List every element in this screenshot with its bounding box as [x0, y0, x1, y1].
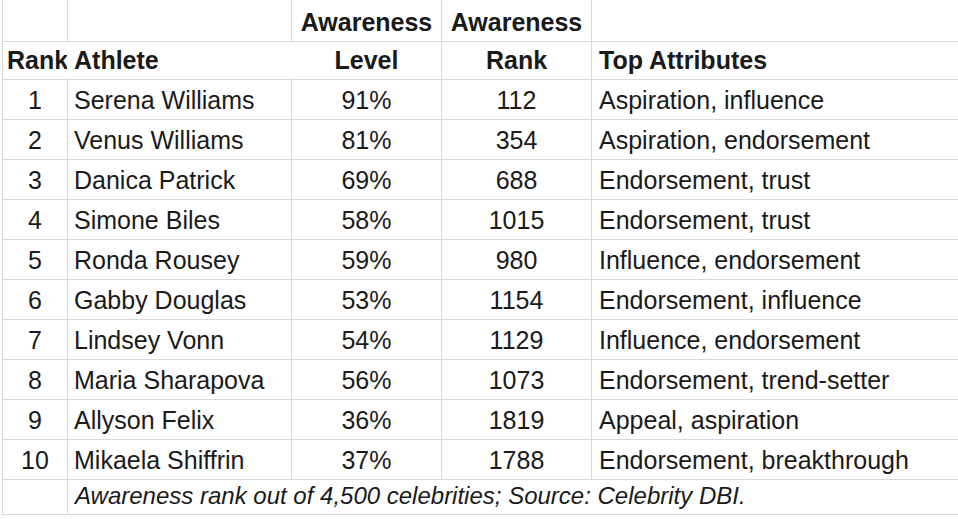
cell-awareness-rank[interactable]: 1073: [442, 360, 592, 400]
cell-top-attributes[interactable]: Aspiration, endorsement: [592, 120, 958, 160]
table-row: 9 Allyson Felix 36% 1819 Appeal, aspirat…: [2, 400, 958, 440]
table-row: 4 Simone Biles 58% 1015 Endorsement, tru…: [2, 200, 958, 240]
column-header-awareness-level-line1[interactable]: Awareness: [292, 0, 442, 42]
table-row: 8 Maria Sharapova 56% 1073 Endorsement, …: [2, 360, 958, 400]
table-row: 7 Lindsey Vonn 54% 1129 Influence, endor…: [2, 320, 958, 360]
cell-rank[interactable]: 6: [2, 280, 68, 320]
header-row-1: Awareness Awareness: [2, 0, 958, 42]
cell-rank[interactable]: 5: [2, 240, 68, 280]
cell-awareness-level[interactable]: 69%: [292, 160, 442, 200]
cell-top-attributes[interactable]: Endorsement, influence: [592, 280, 958, 320]
table-footer: Awareness rank out of 4,500 celebrities;…: [2, 480, 958, 515]
cell-awareness-rank[interactable]: 1819: [442, 400, 592, 440]
cell-rank[interactable]: 7: [2, 320, 68, 360]
blank-cell[interactable]: [592, 0, 958, 42]
cell-awareness-level[interactable]: 54%: [292, 320, 442, 360]
cell-rank[interactable]: 1: [2, 80, 68, 120]
cell-top-attributes[interactable]: Influence, endorsement: [592, 320, 958, 360]
cell-athlete[interactable]: Maria Sharapova: [68, 360, 292, 400]
cell-rank[interactable]: 4: [2, 200, 68, 240]
cell-awareness-rank[interactable]: 1154: [442, 280, 592, 320]
cell-awareness-level[interactable]: 58%: [292, 200, 442, 240]
cell-top-attributes[interactable]: Endorsement, breakthrough: [592, 440, 958, 480]
cell-rank[interactable]: 3: [2, 160, 68, 200]
table-row: 3 Danica Patrick 69% 688 Endorsement, tr…: [2, 160, 958, 200]
cell-awareness-level[interactable]: 56%: [292, 360, 442, 400]
cell-athlete[interactable]: Simone Biles: [68, 200, 292, 240]
table-row: 10 Mikaela Shiffrin 37% 1788 Endorsement…: [2, 440, 958, 480]
cell-rank[interactable]: 10: [2, 440, 68, 480]
cell-awareness-level[interactable]: 37%: [292, 440, 442, 480]
cell-athlete[interactable]: Allyson Felix: [68, 400, 292, 440]
cell-awareness-level[interactable]: 53%: [292, 280, 442, 320]
column-header-top-attributes[interactable]: Top Attributes: [592, 42, 958, 80]
cell-athlete[interactable]: Mikaela Shiffrin: [68, 440, 292, 480]
cell-awareness-rank[interactable]: 1129: [442, 320, 592, 360]
cell-awareness-level[interactable]: 91%: [292, 80, 442, 120]
table-row: 6 Gabby Douglas 53% 1154 Endorsement, in…: [2, 280, 958, 320]
column-header-rank[interactable]: Rank: [2, 42, 68, 80]
cell-rank[interactable]: 2: [2, 120, 68, 160]
cell-athlete[interactable]: Danica Patrick: [68, 160, 292, 200]
cell-top-attributes[interactable]: Endorsement, trust: [592, 200, 958, 240]
table-footnote: Awareness rank out of 4,500 celebrities;…: [68, 480, 958, 515]
cell-top-attributes[interactable]: Endorsement, trend-setter: [592, 360, 958, 400]
column-header-athlete[interactable]: Athlete: [68, 42, 292, 80]
cell-awareness-rank[interactable]: 1788: [442, 440, 592, 480]
cell-awareness-rank[interactable]: 1015: [442, 200, 592, 240]
cell-athlete[interactable]: Serena Williams: [68, 80, 292, 120]
cell-athlete[interactable]: Venus Williams: [68, 120, 292, 160]
cell-top-attributes[interactable]: Aspiration, influence: [592, 80, 958, 120]
cell-rank[interactable]: 9: [2, 400, 68, 440]
cell-athlete[interactable]: Ronda Rousey: [68, 240, 292, 280]
table-row: 5 Ronda Rousey 59% 980 Influence, endors…: [2, 240, 958, 280]
cell-awareness-rank[interactable]: 354: [442, 120, 592, 160]
cell-athlete[interactable]: Gabby Douglas: [68, 280, 292, 320]
cell-awareness-level[interactable]: 36%: [292, 400, 442, 440]
table-row: 1 Serena Williams 91% 112 Aspiration, in…: [2, 80, 958, 120]
blank-cell[interactable]: [68, 0, 292, 42]
table-body: 1 Serena Williams 91% 112 Aspiration, in…: [2, 80, 958, 480]
blank-cell[interactable]: [2, 0, 68, 42]
cell-top-attributes[interactable]: Appeal, aspiration: [592, 400, 958, 440]
cell-awareness-rank[interactable]: 112: [442, 80, 592, 120]
header-row-2: Rank Athlete Level Rank Top Attributes: [2, 42, 958, 80]
blank-cell[interactable]: [2, 480, 68, 515]
cell-athlete[interactable]: Lindsey Vonn: [68, 320, 292, 360]
cell-awareness-level[interactable]: 59%: [292, 240, 442, 280]
cell-awareness-rank[interactable]: 688: [442, 160, 592, 200]
athlete-awareness-table: Awareness Awareness Rank Athlete Level R…: [2, 0, 958, 515]
footnote-row: Awareness rank out of 4,500 celebrities;…: [2, 480, 958, 515]
cell-top-attributes[interactable]: Endorsement, trust: [592, 160, 958, 200]
cell-rank[interactable]: 8: [2, 360, 68, 400]
table-row: 2 Venus Williams 81% 354 Aspiration, end…: [2, 120, 958, 160]
column-header-awareness-level[interactable]: Level: [292, 42, 442, 80]
cell-top-attributes[interactable]: Influence, endorsement: [592, 240, 958, 280]
column-header-awareness-rank-line1[interactable]: Awareness: [442, 0, 592, 42]
cell-awareness-rank[interactable]: 980: [442, 240, 592, 280]
cell-awareness-level[interactable]: 81%: [292, 120, 442, 160]
column-header-awareness-rank[interactable]: Rank: [442, 42, 592, 80]
